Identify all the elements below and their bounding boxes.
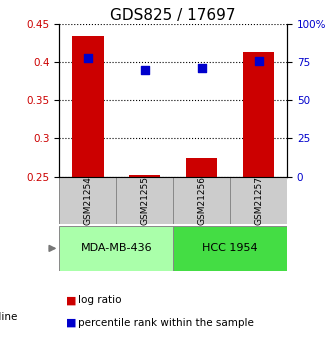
Text: cell line: cell line — [0, 313, 17, 322]
Title: GDS825 / 17697: GDS825 / 17697 — [111, 8, 236, 23]
Bar — [59, 177, 116, 224]
Text: GSM21254: GSM21254 — [83, 176, 92, 225]
Text: GSM21255: GSM21255 — [140, 176, 149, 225]
Bar — [173, 177, 230, 224]
Bar — [129, 175, 160, 177]
Bar — [59, 226, 173, 271]
Text: HCC 1954: HCC 1954 — [202, 244, 258, 253]
Bar — [116, 177, 173, 224]
Point — [199, 66, 204, 71]
Bar — [243, 52, 274, 177]
Point — [256, 58, 261, 63]
Point — [142, 67, 148, 73]
Bar — [230, 177, 287, 224]
Text: MDA-MB-436: MDA-MB-436 — [81, 244, 152, 253]
Text: ■: ■ — [66, 318, 77, 327]
Bar — [173, 226, 287, 271]
Text: ■: ■ — [66, 295, 77, 305]
Text: log ratio: log ratio — [78, 295, 121, 305]
Text: percentile rank within the sample: percentile rank within the sample — [78, 318, 253, 327]
Bar — [72, 36, 104, 177]
Point — [85, 55, 90, 60]
Text: GSM21256: GSM21256 — [197, 176, 206, 225]
Bar — [186, 158, 217, 177]
Text: GSM21257: GSM21257 — [254, 176, 263, 225]
